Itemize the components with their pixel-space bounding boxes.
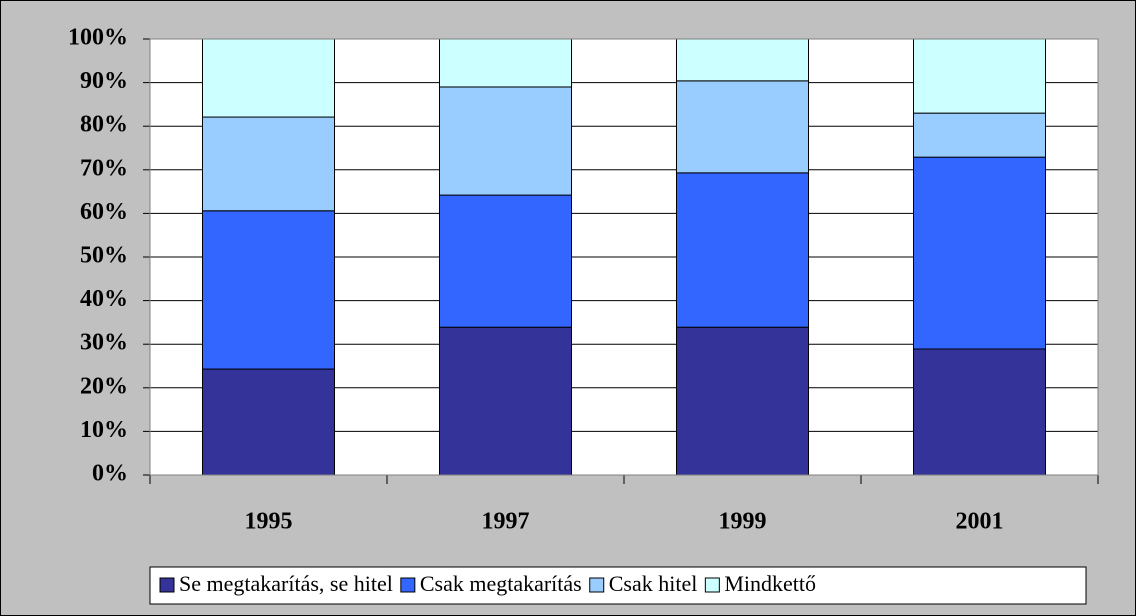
bar-segment bbox=[912, 38, 1047, 114]
bar-segment bbox=[912, 348, 1047, 476]
legend-label: Se megtakarítás, se hitel bbox=[179, 571, 393, 596]
bar-segment bbox=[675, 80, 810, 174]
y-tick-label: 30% bbox=[80, 330, 128, 356]
bar-segment bbox=[201, 368, 336, 476]
legend-marker bbox=[704, 577, 720, 593]
y-tick-label: 20% bbox=[80, 373, 128, 399]
x-tick-label: 2001 bbox=[956, 509, 1004, 535]
legend-label: Csak hitel bbox=[609, 571, 698, 596]
legend-label: Mindkettő bbox=[724, 571, 816, 596]
y-tick-label: 80% bbox=[80, 112, 128, 138]
y-tick-label: 100% bbox=[68, 25, 128, 51]
bar-segment bbox=[201, 116, 336, 212]
y-tick-label: 0% bbox=[92, 461, 128, 487]
bar-segment bbox=[438, 326, 573, 476]
x-tick-label: 1995 bbox=[245, 509, 293, 535]
bar-segment bbox=[201, 38, 336, 118]
bar-segment bbox=[912, 112, 1047, 158]
bar-segment bbox=[438, 194, 573, 328]
bar-segment bbox=[438, 86, 573, 196]
legend-label: Csak megtakarítás bbox=[420, 571, 582, 596]
x-tick-label: 1999 bbox=[719, 509, 767, 535]
x-tick-label: 1997 bbox=[482, 509, 530, 535]
bar-segment bbox=[912, 156, 1047, 350]
bar-segment bbox=[438, 38, 573, 88]
legend-marker bbox=[400, 577, 416, 593]
y-tick-label: 60% bbox=[80, 199, 128, 225]
y-tick-label: 90% bbox=[80, 68, 128, 94]
y-tick-label: 10% bbox=[80, 417, 128, 443]
plot-border bbox=[149, 38, 1099, 476]
y-tick-label: 70% bbox=[80, 155, 128, 181]
bar-segment bbox=[675, 38, 810, 82]
y-tick-label: 40% bbox=[80, 286, 128, 312]
y-tick-label: 50% bbox=[80, 243, 128, 269]
bar-segment bbox=[201, 210, 336, 370]
bar-segment bbox=[675, 172, 810, 328]
bar-segment bbox=[675, 326, 810, 476]
legend bbox=[149, 566, 1087, 605]
legend-marker bbox=[159, 577, 175, 593]
legend-marker bbox=[589, 577, 605, 593]
